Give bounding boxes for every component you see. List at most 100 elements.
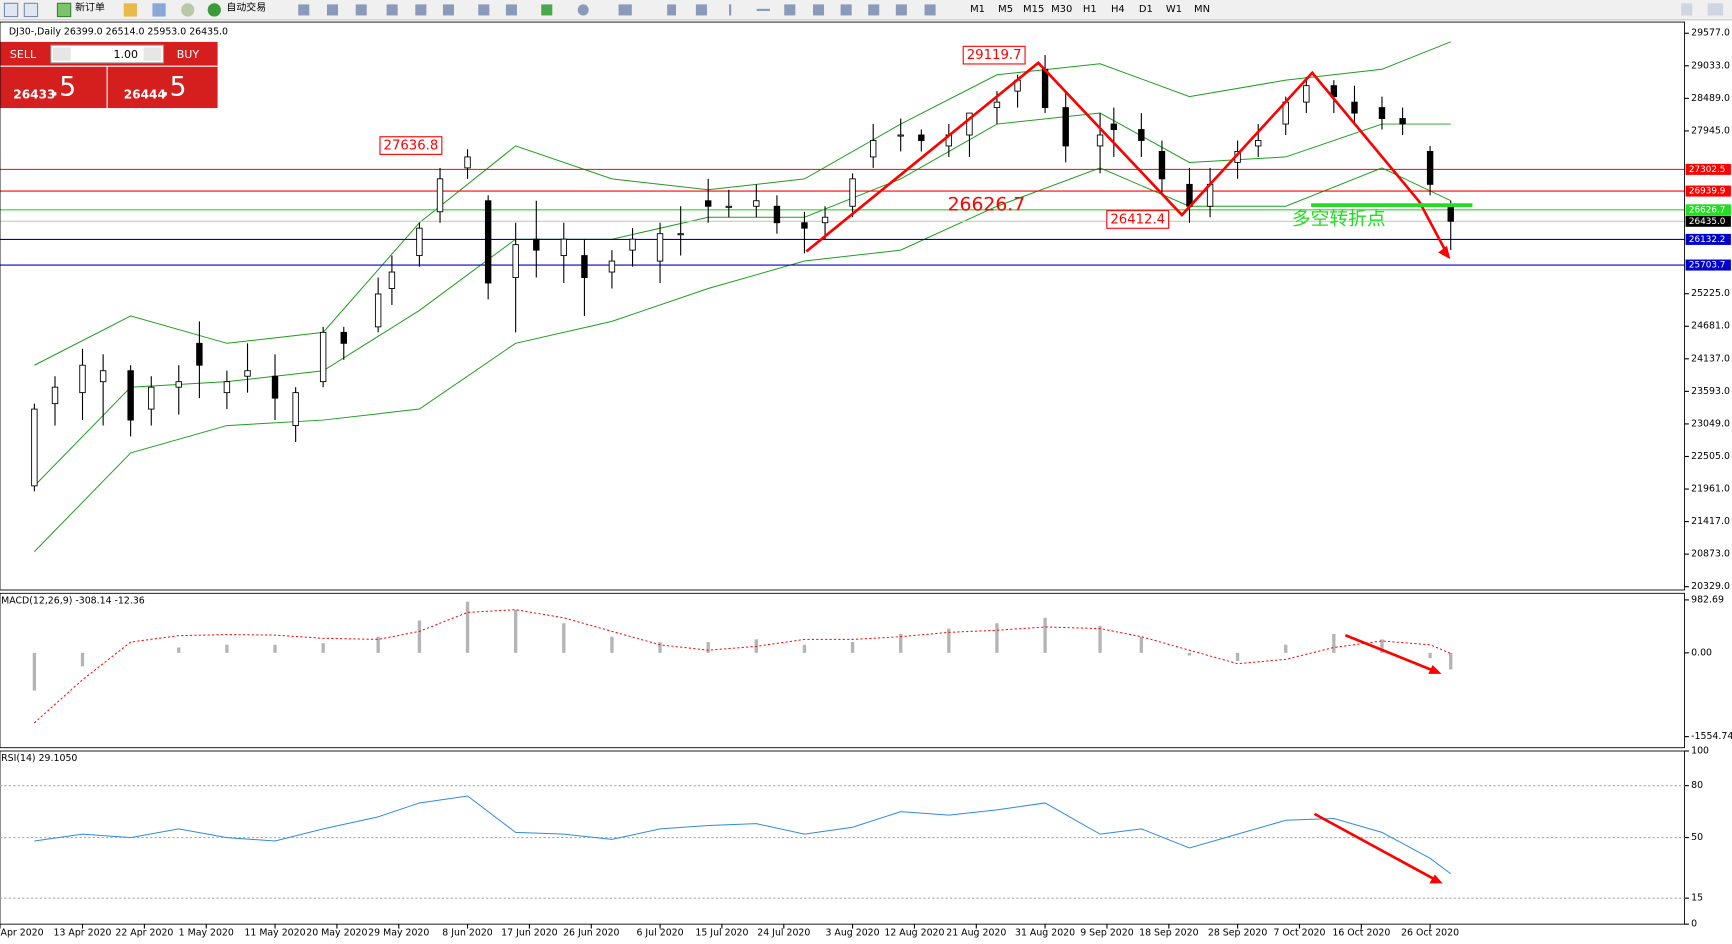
- icon[interactable]: [577, 4, 589, 16]
- lot-field[interactable]: [50, 44, 165, 64]
- icon[interactable]: [326, 4, 339, 16]
- candle-body: [196, 342, 203, 366]
- y-tick-label: 29577.0: [1691, 28, 1730, 39]
- candle-body: [897, 134, 904, 137]
- icon[interactable]: [355, 4, 367, 16]
- ask-price[interactable]: 26444: [124, 87, 166, 101]
- x-tick-label: 21 Aug 2020: [946, 927, 1006, 938]
- panel-frame: [0, 592, 1685, 749]
- price-label-box: [1685, 163, 1731, 175]
- timeframe-button[interactable]: M30: [1051, 4, 1072, 15]
- icon[interactable]: [298, 4, 310, 16]
- candle-body: [319, 331, 327, 383]
- icon[interactable]: [868, 4, 880, 16]
- candle-body: [340, 331, 347, 344]
- candle-body: [560, 238, 567, 257]
- candle-body: [533, 238, 540, 251]
- icon[interactable]: [181, 3, 195, 17]
- price-label-box: [1685, 259, 1731, 271]
- timeframe-button[interactable]: W1: [1166, 4, 1182, 15]
- x-tick-label: 26 Jun 2020: [563, 927, 619, 938]
- icon[interactable]: [23, 2, 39, 18]
- candle-body: [292, 392, 299, 426]
- x-tick-label: 3 Aug 2020: [825, 927, 879, 938]
- icon[interactable]: [812, 4, 825, 16]
- timeframe-buttons: M1 M5 M15 M30 H1 H4 D1 W1 MN: [970, 4, 1210, 15]
- icon[interactable]: [924, 4, 936, 16]
- arrow-head: [1429, 874, 1443, 884]
- x-tick-label: 31 Aug 2020: [1015, 927, 1075, 938]
- timeframe-button[interactable]: M5: [998, 4, 1013, 15]
- annotation: 26412.4: [1110, 212, 1165, 227]
- candle-body: [725, 205, 733, 208]
- candle-body: [821, 216, 829, 224]
- x-tick-label: Apr 2020: [1, 927, 44, 938]
- rsi-line: [34, 795, 1452, 875]
- lot-up[interactable]: [143, 47, 162, 61]
- timeframe-button[interactable]: M15: [1023, 4, 1044, 15]
- timeframe-button[interactable]: D1: [1139, 4, 1153, 15]
- candle-body: [244, 370, 251, 377]
- icon[interactable]: [541, 4, 553, 16]
- panel-title: MACD(12,26,9) -308.14 -12.36: [1, 596, 145, 607]
- ask-pips[interactable]: .5: [161, 72, 186, 103]
- timeframe-button[interactable]: H4: [1111, 4, 1125, 15]
- candle-body: [148, 386, 155, 410]
- x-tick-label: 22 Apr 2020: [115, 927, 173, 938]
- price-label-box: [1685, 185, 1731, 197]
- timeframe-button[interactable]: H1: [1083, 4, 1097, 15]
- lot-value[interactable]: 1.00: [114, 48, 139, 61]
- auto-trading-button[interactable]: 自动交易: [226, 1, 266, 14]
- icon[interactable]: [729, 4, 732, 16]
- buy-button[interactable]: BUY: [177, 48, 200, 61]
- candle-body: [581, 255, 588, 278]
- icon[interactable]: [123, 3, 137, 17]
- auto-trading-icon[interactable]: [207, 3, 221, 17]
- icon[interactable]: [756, 8, 770, 12]
- icon[interactable]: [667, 4, 677, 16]
- icon[interactable]: [3, 2, 19, 18]
- timeframe-button[interactable]: MN: [1194, 4, 1210, 15]
- annotation: 多空转折点: [1292, 208, 1386, 230]
- sell-button[interactable]: SELL: [10, 48, 37, 61]
- candle-body: [484, 200, 492, 284]
- icon[interactable]: [895, 4, 907, 16]
- bid-pips[interactable]: .5: [51, 72, 76, 103]
- annotation-box: [379, 136, 443, 155]
- annotation: 26626.7: [948, 195, 1026, 216]
- bid-price[interactable]: 26433: [13, 87, 55, 101]
- price-label: 26132.2: [1689, 235, 1725, 245]
- candle-body: [79, 364, 86, 394]
- candle-body: [127, 370, 134, 421]
- icon[interactable]: [784, 4, 796, 16]
- icon[interactable]: [478, 4, 490, 16]
- y-tick-label: -1554.74: [1691, 731, 1732, 742]
- y-tick-label: 20329.0: [1691, 581, 1730, 592]
- icon[interactable]: [505, 4, 517, 16]
- price-label: 26939.9: [1689, 187, 1725, 197]
- icon[interactable]: [618, 4, 632, 16]
- candle-body: [753, 200, 760, 207]
- new-order-icon[interactable]: [56, 2, 72, 18]
- lot-down[interactable]: [53, 47, 71, 61]
- new-order-button[interactable]: 新订单: [75, 1, 105, 14]
- x-tick-label: 7 Oct 2020: [1273, 927, 1325, 938]
- y-tick-label: 0.00: [1691, 647, 1712, 658]
- x-tick-label: 9 Sep 2020: [1080, 927, 1134, 938]
- timeframe-button[interactable]: M1: [970, 4, 985, 15]
- icon[interactable]: [695, 4, 707, 16]
- icon[interactable]: [840, 4, 852, 16]
- candle-body: [51, 386, 59, 405]
- panel-title: DJ30-,Daily 26399.0 26514.0 25953.0 2643…: [9, 26, 228, 37]
- y-tick-label: 28489.0: [1691, 93, 1730, 104]
- candle-body: [223, 381, 231, 394]
- icon[interactable]: [152, 3, 166, 17]
- icon[interactable]: [386, 4, 398, 16]
- macd-signal: [34, 609, 1451, 724]
- search-icon[interactable]: [1681, 3, 1693, 16]
- icon[interactable]: [1707, 3, 1724, 16]
- icon[interactable]: [415, 4, 427, 16]
- icon[interactable]: [442, 4, 454, 16]
- x-tick-label: 11 May 2020: [244, 927, 305, 938]
